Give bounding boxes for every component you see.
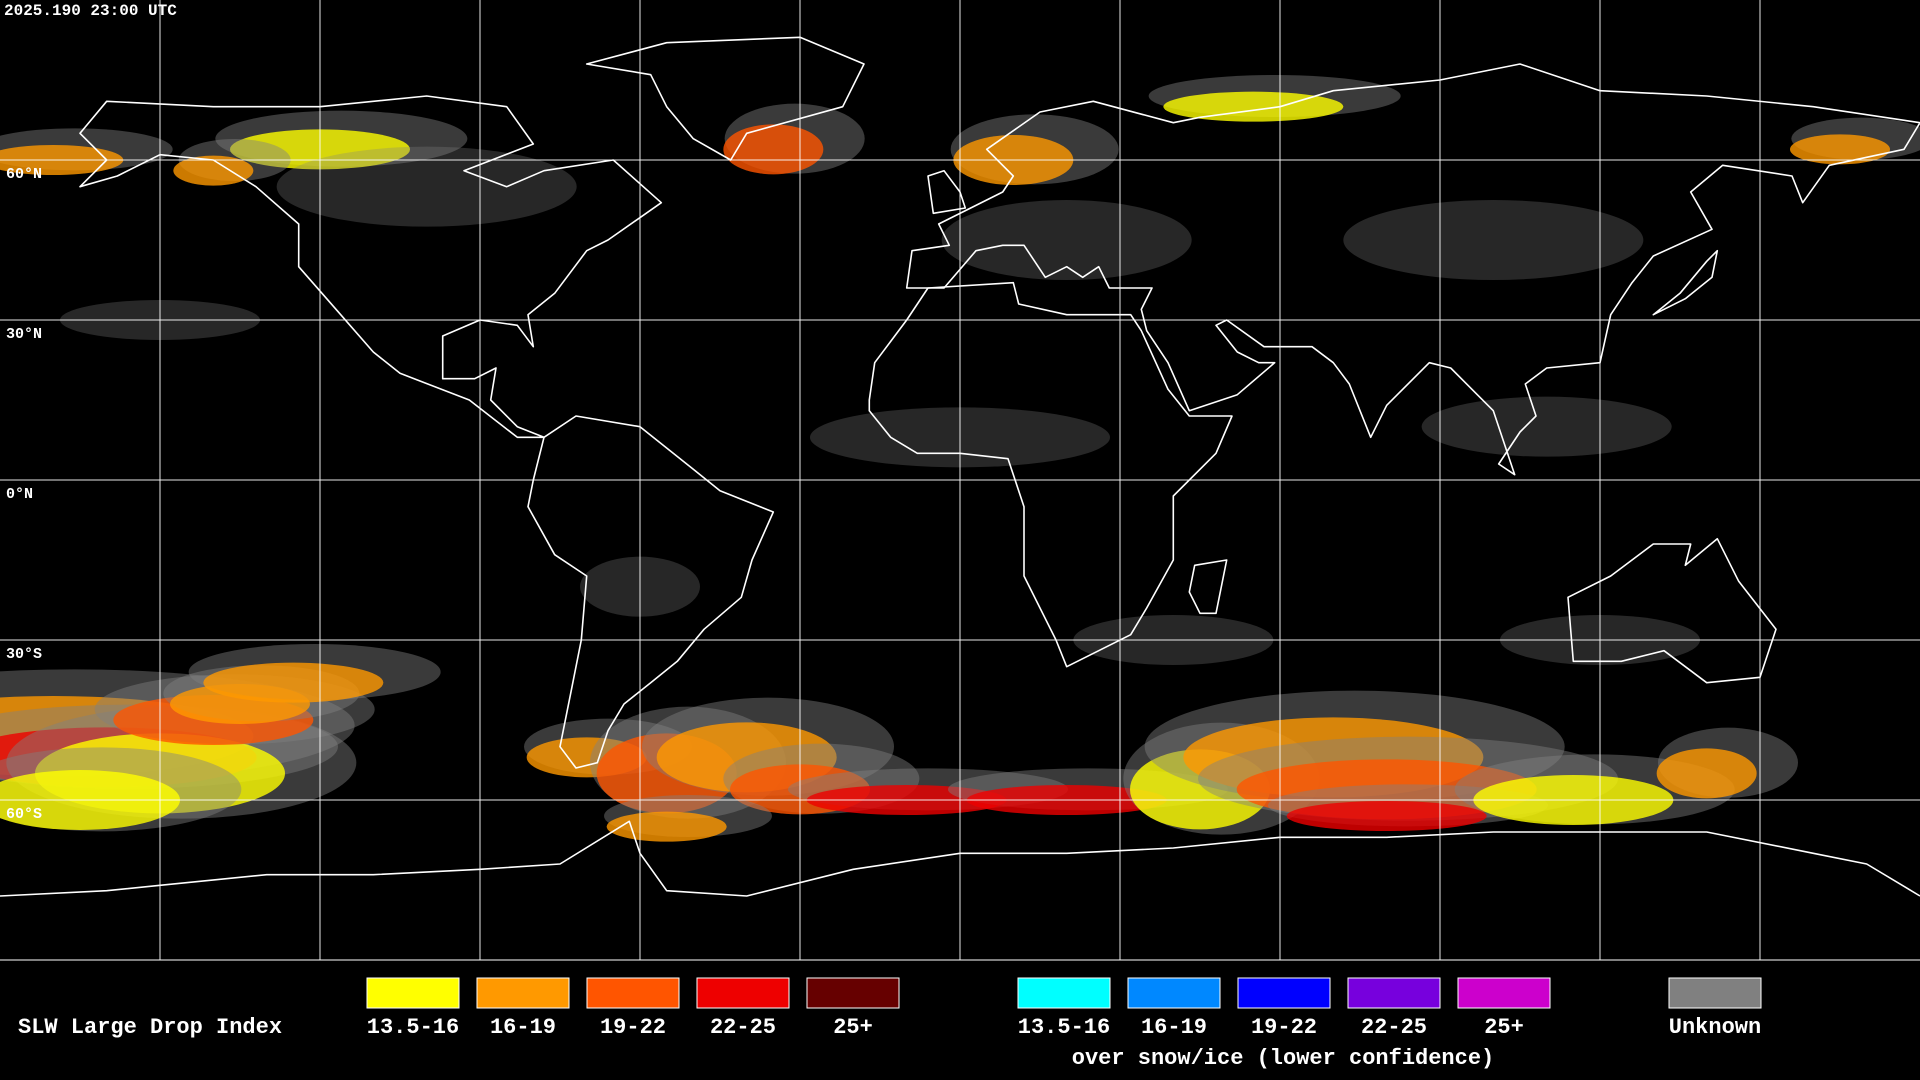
legend-label: 22-25 — [1361, 1015, 1427, 1040]
coastline-antarctica — [0, 820, 1920, 897]
timestamp: 2025.190 23:00 UTC — [4, 2, 177, 20]
slw-patch — [723, 124, 824, 175]
legend-swatch — [1017, 977, 1111, 1009]
graticule — [0, 0, 1920, 960]
legend-label: 16-19 — [490, 1015, 556, 1040]
coastline-north-america — [79, 95, 663, 439]
legend-note: over snow/ice (lower confidence) — [1072, 1046, 1494, 1071]
coastlines — [0, 36, 1920, 897]
slw-patch — [1286, 801, 1487, 831]
latitude-label: 30°N — [6, 326, 42, 343]
legend-swatch — [696, 977, 790, 1009]
slw-patch — [1236, 759, 1537, 820]
latitude-label: 60°S — [6, 806, 42, 823]
legend-label: 19-22 — [600, 1015, 666, 1040]
legend-swatch — [1127, 977, 1221, 1009]
legend-swatch — [586, 977, 680, 1009]
legend-swatch — [366, 977, 460, 1009]
slw-patch — [1656, 748, 1757, 799]
coastline-eurasia — [905, 63, 1920, 476]
latitude-label: 30°S — [6, 646, 42, 663]
gray-cloud-patch — [1421, 396, 1672, 457]
coastline-south-america — [527, 415, 775, 769]
gray-cloud-patch — [941, 200, 1192, 280]
coastline-madagascar — [1188, 559, 1228, 615]
latitude-label: 0°N — [6, 486, 33, 503]
slw-patch — [1163, 91, 1344, 122]
coastline-australia — [1567, 537, 1777, 684]
gray-cloud-patch — [1343, 200, 1644, 280]
coastline-greenland — [585, 36, 865, 161]
legend-title: SLW Large Drop Index — [18, 1015, 282, 1040]
legend-label: 25+ — [833, 1015, 873, 1040]
legend-label: 25+ — [1484, 1015, 1524, 1040]
legend-label: 22-25 — [710, 1015, 776, 1040]
coastline-japan — [1652, 249, 1719, 316]
slw-patch — [203, 662, 384, 703]
legend-swatch — [1237, 977, 1331, 1009]
legend-label: 13.5-16 — [367, 1015, 459, 1040]
slw-patch — [606, 811, 727, 842]
legend-label: 19-22 — [1251, 1015, 1317, 1040]
legend-swatch — [1347, 977, 1441, 1009]
legend-swatch — [1668, 977, 1762, 1009]
legend-swatch — [806, 977, 900, 1009]
slw-patch — [173, 155, 254, 186]
legend-swatch — [1457, 977, 1551, 1009]
legend-label: 13.5-16 — [1018, 1015, 1110, 1040]
legend-swatch — [476, 977, 570, 1009]
coastline-africa — [868, 281, 1233, 668]
gray-cloud-patch — [276, 146, 577, 227]
legend: 13.5-16 16-19 19-22 22-25 25+ 13.5-16 16-19 19-… — [366, 977, 1762, 1040]
slw-patch — [1790, 134, 1890, 165]
legend-label: Unknown — [1669, 1015, 1761, 1040]
latitude-label: 60°N — [6, 166, 42, 183]
legend-label: 16-19 — [1141, 1015, 1207, 1040]
